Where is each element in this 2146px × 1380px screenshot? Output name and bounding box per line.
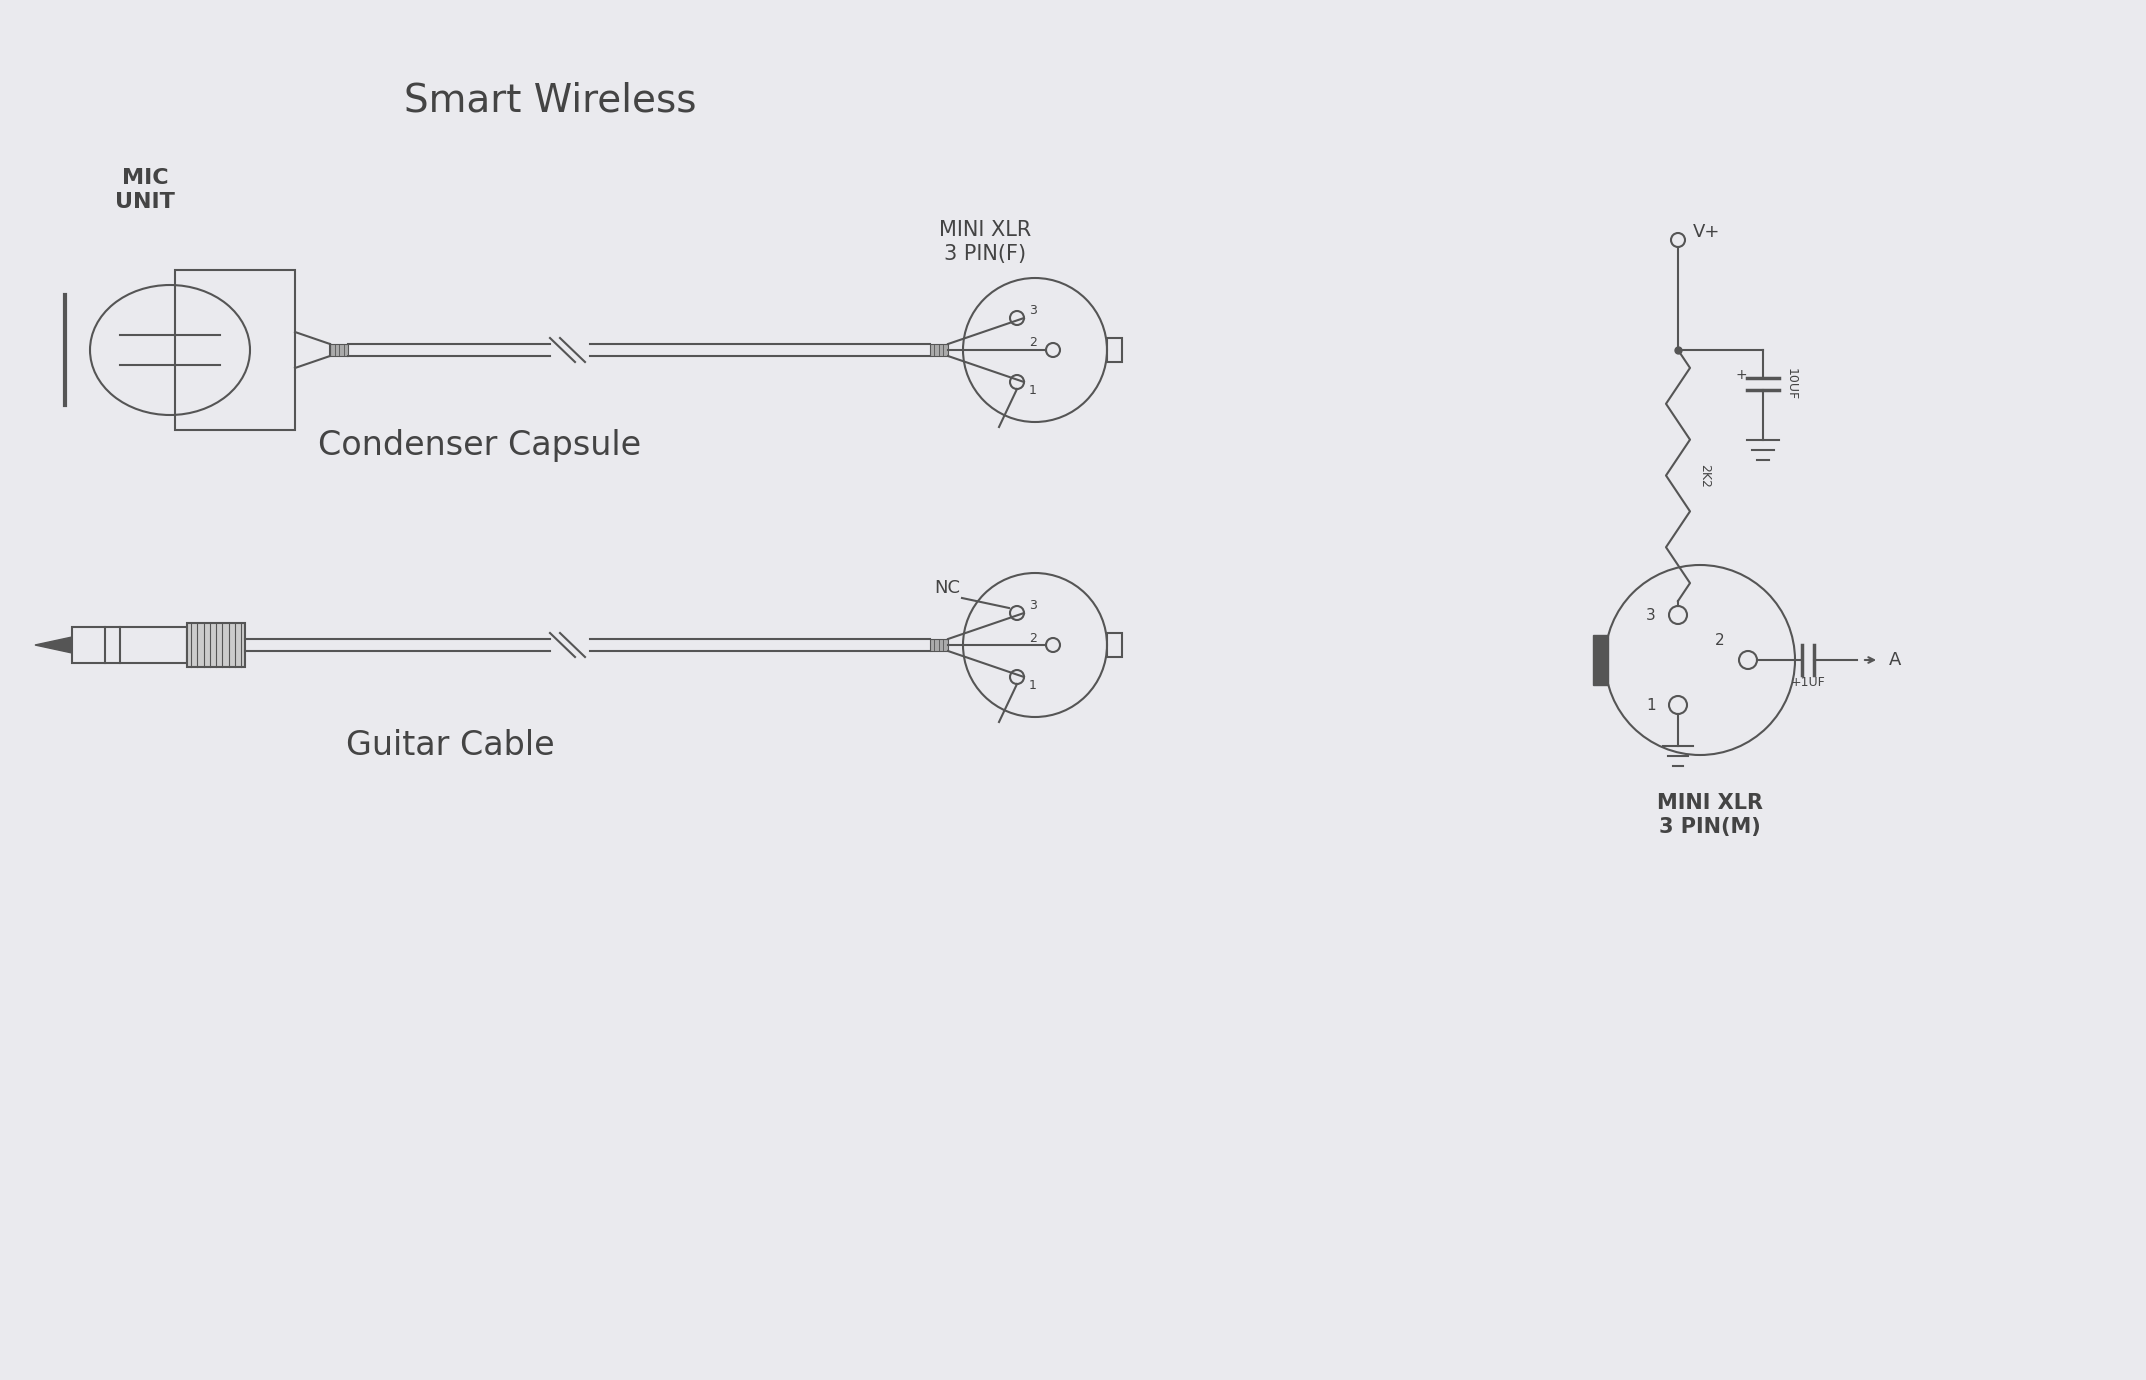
- Text: V+: V+: [1693, 224, 1721, 241]
- Polygon shape: [34, 638, 73, 653]
- FancyBboxPatch shape: [330, 344, 348, 356]
- Text: Guitar Cable: Guitar Cable: [346, 729, 554, 762]
- Text: 1: 1: [1646, 697, 1657, 712]
- Text: MIC
UNIT: MIC UNIT: [116, 168, 176, 211]
- Text: 3: 3: [1028, 304, 1037, 316]
- Text: Condenser Capsule: Condenser Capsule: [318, 429, 642, 461]
- FancyBboxPatch shape: [1592, 635, 1607, 684]
- Text: MINI XLR
3 PIN(F): MINI XLR 3 PIN(F): [938, 221, 1030, 264]
- FancyBboxPatch shape: [187, 622, 245, 667]
- FancyBboxPatch shape: [929, 639, 949, 651]
- Text: +: +: [1736, 368, 1747, 382]
- Text: 1: 1: [1028, 679, 1037, 691]
- Text: 10UF: 10UF: [1785, 368, 1798, 400]
- Text: 1: 1: [1028, 384, 1037, 396]
- Text: 2: 2: [1030, 632, 1037, 644]
- Text: 3: 3: [1646, 607, 1657, 622]
- Text: 3: 3: [1028, 599, 1037, 611]
- Text: NC: NC: [934, 580, 959, 598]
- Text: 2: 2: [1715, 632, 1725, 647]
- Text: MINI XLR
3 PIN(M): MINI XLR 3 PIN(M): [1657, 793, 1764, 836]
- FancyBboxPatch shape: [929, 344, 949, 356]
- Text: A: A: [1888, 651, 1901, 669]
- Text: Smart Wireless: Smart Wireless: [403, 81, 695, 119]
- Text: +1UF: +1UF: [1790, 675, 1826, 689]
- Text: 2: 2: [1030, 337, 1037, 349]
- Text: 2K2: 2K2: [1697, 464, 1710, 487]
